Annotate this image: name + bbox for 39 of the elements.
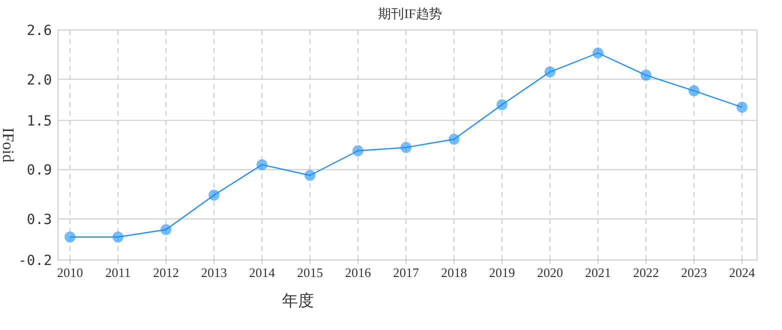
point (256, 159, 268, 170)
point (496, 99, 508, 110)
x-tick-label: 2021 (585, 265, 611, 280)
chart-title: 期刊IF趋势 (378, 6, 442, 21)
x-tick-label: 2012 (153, 265, 179, 280)
y-axis-title: IFoid (0, 128, 16, 162)
point (352, 145, 364, 156)
y-tick-label: -0.2 (18, 253, 52, 269)
point (160, 224, 172, 236)
x-tick-label: 2011 (105, 265, 131, 280)
x-tick-label: 2024 (729, 265, 756, 280)
x-tick-label: 2014 (249, 265, 276, 280)
x-tick-label: 2023 (681, 265, 707, 280)
point (304, 170, 316, 181)
x-axis-title: 年度 (282, 292, 314, 310)
x-tick-label: 2016 (345, 265, 372, 280)
x-tick-label: 2010 (57, 265, 83, 280)
y-tick-label: 0.9 (26, 162, 52, 179)
x-tick-label: 2019 (489, 265, 515, 280)
y-tick-label: 0.3 (26, 212, 52, 228)
point (736, 102, 748, 113)
x-tick-label: 2020 (537, 265, 563, 280)
point (64, 232, 76, 242)
x-tick-label: 2017 (393, 265, 420, 280)
point (544, 66, 556, 78)
point (688, 85, 700, 96)
x-tick-label: 2013 (201, 265, 227, 280)
point (112, 232, 124, 242)
point (448, 134, 460, 145)
y-tick-label: 2.0 (26, 72, 52, 88)
point (208, 190, 220, 201)
point (592, 48, 604, 58)
point (640, 70, 652, 81)
y-tick-label: 2.6 (26, 23, 52, 39)
x-tick-label: 2022 (633, 265, 659, 280)
x-tick-label: 2018 (441, 265, 467, 280)
point (400, 142, 412, 153)
y-tick-label: 1.5 (26, 113, 52, 130)
x-tick-label: 2015 (297, 265, 323, 280)
